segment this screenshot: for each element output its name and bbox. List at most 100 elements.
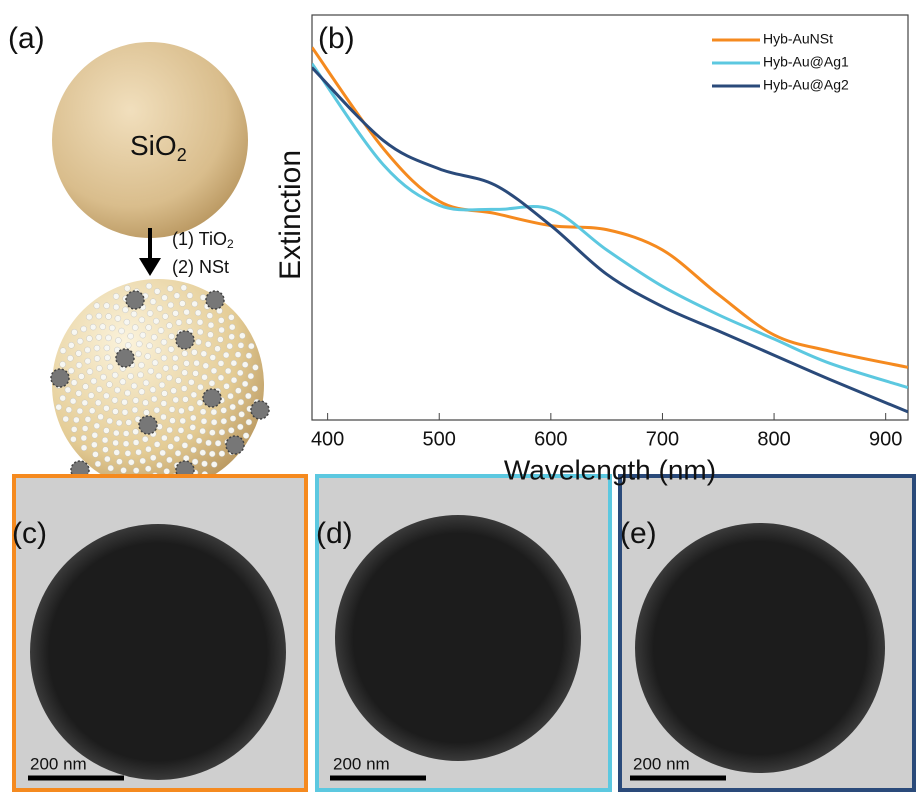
tio2-dot xyxy=(115,337,121,343)
tio2-dot xyxy=(152,360,158,366)
tio2-dot xyxy=(138,362,144,368)
tio2-dot xyxy=(154,407,160,413)
tio2-dot xyxy=(252,364,258,370)
x-tick-label: 500 xyxy=(423,428,456,450)
tio2-dot xyxy=(190,424,196,430)
tio2-dot xyxy=(166,375,172,381)
x-tick-label: 600 xyxy=(534,428,567,450)
tio2-dot xyxy=(173,397,179,403)
tio2-dot xyxy=(114,387,120,393)
tio2-dot xyxy=(139,317,145,323)
tio2-dot xyxy=(200,450,206,456)
tio2-dot xyxy=(103,427,109,433)
tio2-dot xyxy=(77,408,83,414)
tio2-dot xyxy=(85,358,91,364)
tio2-dot xyxy=(70,398,76,404)
tio2-dot xyxy=(218,375,224,381)
tio2-dot xyxy=(92,432,98,438)
tio2-dot xyxy=(208,322,214,328)
tio2-dot xyxy=(65,387,71,393)
panel-label: (b) xyxy=(318,22,355,55)
tio2-dot xyxy=(60,395,66,401)
tio2-dot xyxy=(211,368,217,374)
tio2-dot xyxy=(106,382,112,388)
tio2-dot xyxy=(209,380,215,386)
tio2-dot xyxy=(63,416,69,422)
tio2-dot xyxy=(104,456,110,462)
tio2-dot xyxy=(181,285,187,291)
tio2-dot xyxy=(138,372,144,378)
tio2-dot xyxy=(90,324,96,330)
tio2-dot xyxy=(197,319,203,325)
tio2-dot xyxy=(181,386,187,392)
nanostar xyxy=(139,416,157,434)
tio2-dot xyxy=(108,465,114,471)
tio2-dot xyxy=(116,420,122,426)
tio2-dot xyxy=(128,333,134,339)
x-tick-label: 800 xyxy=(757,428,790,450)
tio2-dot xyxy=(82,425,88,431)
tio2-dot xyxy=(151,334,157,340)
tio2-dot xyxy=(139,389,145,395)
tio2-dot xyxy=(76,362,82,368)
nanostar xyxy=(226,436,244,454)
tio2-dot xyxy=(156,373,162,379)
tio2-dot xyxy=(150,299,156,305)
tio2-dot xyxy=(168,444,174,450)
tio2-dot xyxy=(221,418,227,424)
tio2-dot xyxy=(146,283,152,289)
tio2-dot xyxy=(140,332,146,338)
tio2-dot xyxy=(88,393,94,399)
tio2-dot xyxy=(136,341,142,347)
tio2-dot xyxy=(153,318,159,324)
tio2-dot xyxy=(184,309,190,315)
tio2-dot xyxy=(161,435,167,441)
tio2-dot xyxy=(211,409,217,415)
tio2-dot xyxy=(191,349,197,355)
tio2-dot xyxy=(238,342,244,348)
step-label: (2) NSt xyxy=(172,257,229,277)
tio2-dot xyxy=(100,374,106,380)
tio2-dot xyxy=(66,407,72,413)
tio2-dot xyxy=(104,345,110,351)
tio2-dot xyxy=(231,377,237,383)
nanostar xyxy=(176,331,194,349)
tio2-dot xyxy=(237,370,243,376)
tio2-dot xyxy=(133,397,139,403)
tio2-dot xyxy=(82,400,88,406)
tio2-dot xyxy=(230,404,236,410)
tio2-dot xyxy=(231,360,237,366)
tio2-dot xyxy=(242,381,248,387)
tio2-dot xyxy=(136,449,142,455)
x-axis-label: Wavelength (nm) xyxy=(504,454,716,485)
tio2-dot xyxy=(102,437,108,443)
tio2-dot xyxy=(211,461,217,467)
tio2-dot xyxy=(112,409,118,415)
tio2-dot xyxy=(115,316,121,322)
tio2-dot xyxy=(132,325,138,331)
tio2-dot xyxy=(166,323,172,329)
tio2-dot xyxy=(161,414,167,420)
tio2-dot xyxy=(197,329,203,335)
tio2-dot xyxy=(230,415,236,421)
tio2-dot xyxy=(96,313,102,319)
tio2-dot xyxy=(155,348,161,354)
tio2-dot xyxy=(219,429,225,435)
tem-c: (c) 200 nm xyxy=(12,476,306,790)
tio2-dot xyxy=(238,399,244,405)
tio2-dot xyxy=(123,441,129,447)
nanostar xyxy=(126,291,144,309)
tio2-dot xyxy=(83,384,89,390)
tio2-dot xyxy=(167,427,173,433)
tio2-dot xyxy=(122,399,128,405)
tio2-dot xyxy=(94,345,100,351)
tio2-dot xyxy=(228,314,234,320)
tio2-dot xyxy=(201,351,207,357)
tio2-dot xyxy=(100,324,106,330)
scale-label: 200 nm xyxy=(633,754,690,773)
tio2-dot xyxy=(211,419,217,425)
tio2-dot xyxy=(143,410,149,416)
tio2-dot xyxy=(87,369,93,375)
tio2-dot xyxy=(175,450,181,456)
tio2-dot xyxy=(77,338,83,344)
